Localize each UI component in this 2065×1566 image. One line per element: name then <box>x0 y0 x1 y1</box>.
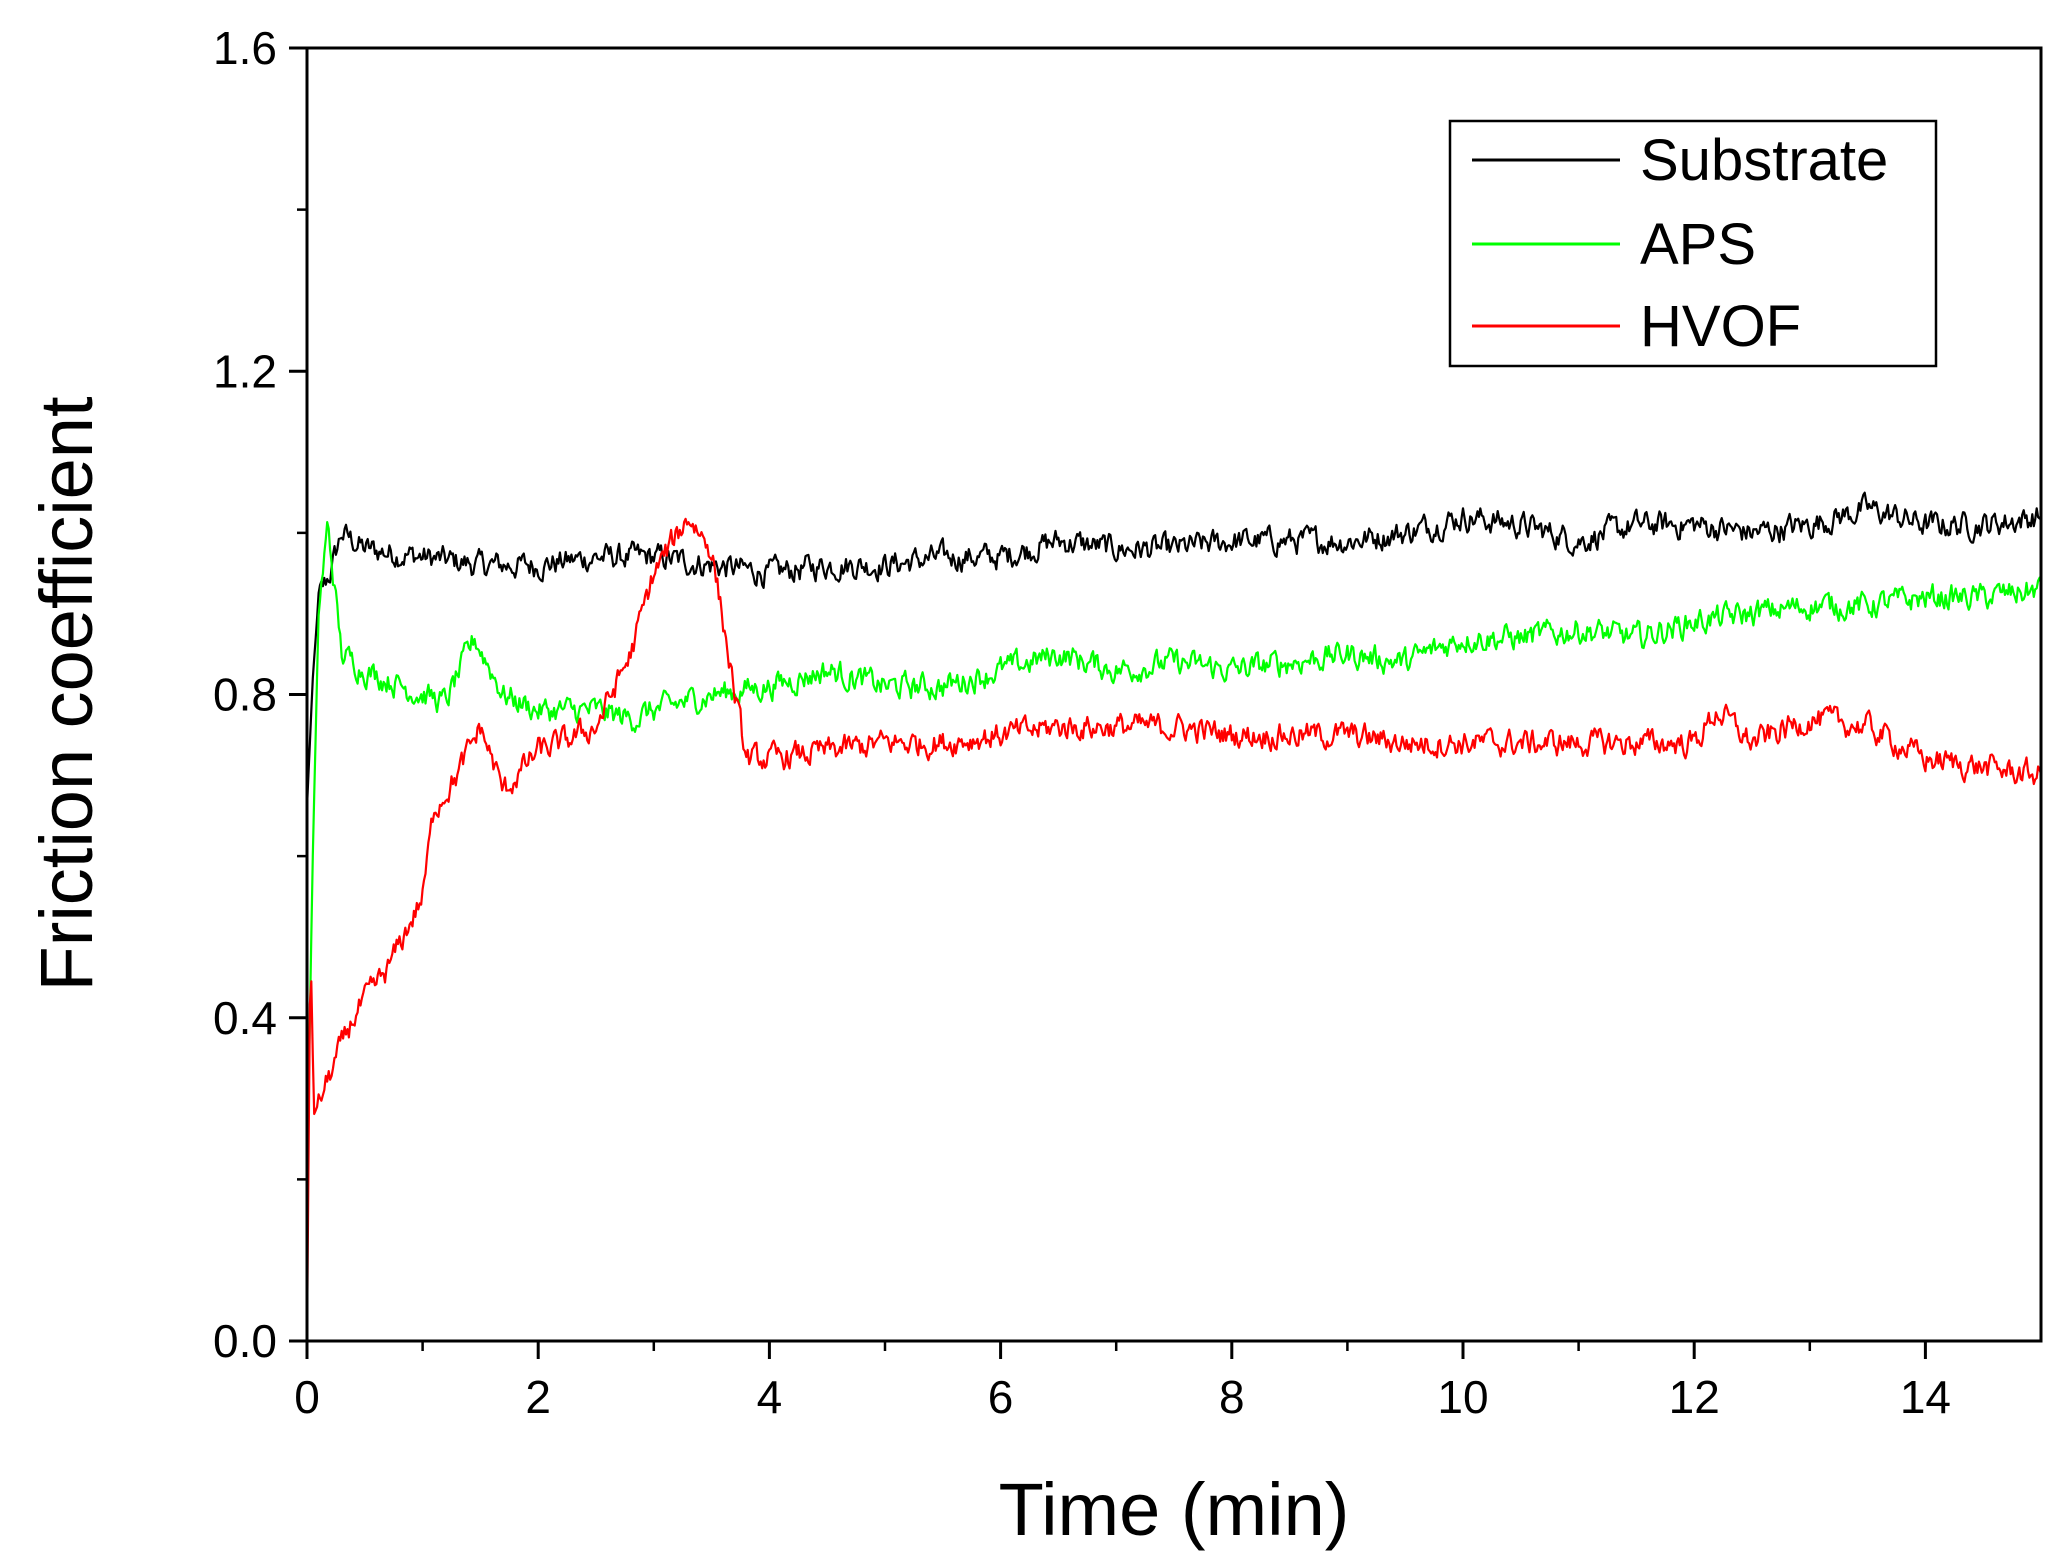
x-tick-label: 14 <box>1900 1371 1951 1423</box>
legend-label-aps: APS <box>1640 212 1756 277</box>
y-tick-label: 0.8 <box>213 669 277 721</box>
y-tick-label: 0.4 <box>213 992 277 1044</box>
x-tick-label: 8 <box>1219 1371 1245 1423</box>
ticks-layer: 0 2 4 6 8 10 12 14 0.0 0.4 0.8 1.2 1.6 <box>213 22 1951 1423</box>
series-line-substrate <box>305 491 2043 808</box>
x-tick-label: 0 <box>294 1371 320 1423</box>
x-tick-label: 10 <box>1437 1371 1488 1423</box>
series-line-hvof <box>305 517 2043 1342</box>
series-layer <box>305 491 2043 1342</box>
legend-label-substrate: Substrate <box>1640 128 1888 193</box>
y-tick-label: 0.0 <box>213 1315 277 1367</box>
x-axis-title: Time (min) <box>999 1468 1350 1551</box>
y-axis-title: Friction coefficient <box>25 396 108 991</box>
y-tick-label: 1.2 <box>213 345 277 397</box>
y-tick-label: 1.6 <box>213 22 277 74</box>
x-tick-label: 4 <box>757 1371 783 1423</box>
x-tick-label: 6 <box>988 1371 1014 1423</box>
legend: Substrate APS HVOF <box>1448 119 1938 368</box>
x-tick-label: 12 <box>1669 1371 1720 1423</box>
legend-label-hvof: HVOF <box>1640 294 1801 359</box>
x-tick-label: 2 <box>525 1371 551 1423</box>
series-line-aps <box>305 521 2043 1180</box>
